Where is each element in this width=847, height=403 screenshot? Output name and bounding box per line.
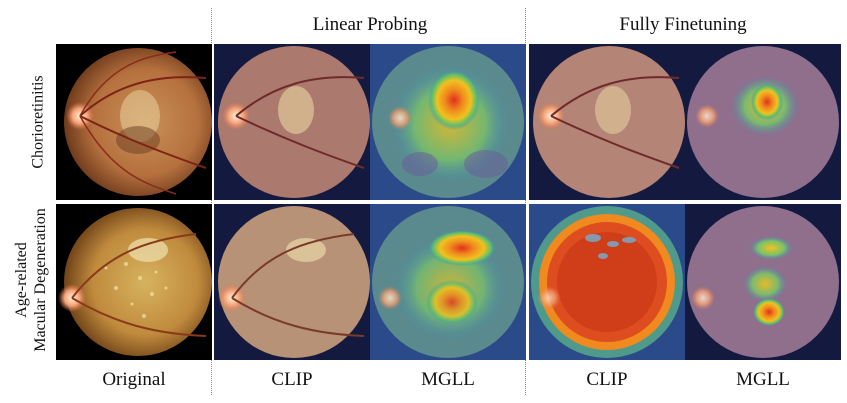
image-amd-original [56,204,212,360]
column-label-ft-clip: CLIP [586,369,628,390]
image-chorioretinitis-original [56,44,212,200]
heatmap-amd-lp-mgll [370,204,526,360]
linear-probing-title: Linear Probing [312,14,428,35]
divider-original-linear [211,8,212,395]
row-label-amd: Age-related Macular Degeneration [12,208,50,351]
heatmap-chorioretinitis-lp-clip [214,44,370,200]
heatmap-chorioretinitis-ft-mgll [685,44,841,200]
heatmap-amd-ft-mgll [685,204,841,360]
row-label-amd-line2: Macular Degeneration [32,208,49,352]
fully-finetuning-title: Fully Finetuning [619,14,747,35]
heatmap-amd-lp-clip [214,204,370,360]
column-label-lp-clip: CLIP [271,369,313,390]
column-label-original: Original [102,369,166,390]
column-label-lp-mgll: MGLL [421,369,475,390]
column-label-ft-mgll: MGLL [736,369,790,390]
heatmap-chorioretinitis-lp-mgll [370,44,526,200]
row-label-amd-line1: Age-related [13,242,30,318]
heatmap-amd-ft-clip [529,204,685,360]
heatmap-chorioretinitis-ft-clip [529,44,685,200]
row-label-chorioretinitis: Chorioretinitis [29,75,47,169]
divider-linear-finetune [525,8,526,395]
